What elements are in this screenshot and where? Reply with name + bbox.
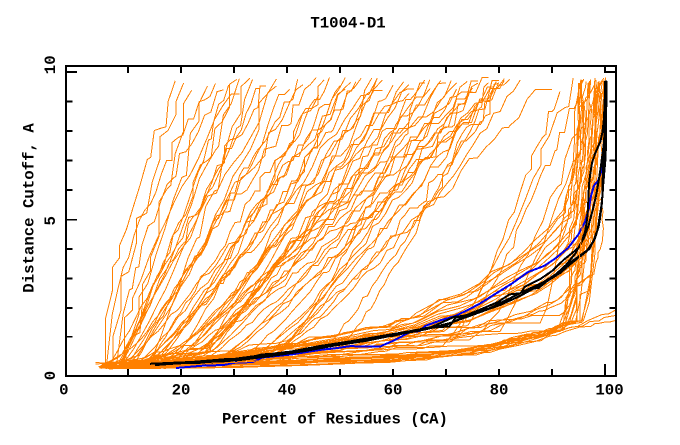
svg-text:T1004-D1: T1004-D1 [310, 15, 385, 33]
svg-text:40: 40 [278, 382, 297, 400]
svg-text:10: 10 [42, 55, 60, 74]
svg-text:60: 60 [384, 382, 403, 400]
svg-text:20: 20 [172, 382, 191, 400]
svg-text:100: 100 [595, 382, 623, 400]
svg-text:5: 5 [42, 216, 60, 225]
svg-text:Percent of Residues (CA): Percent of Residues (CA) [222, 411, 448, 429]
svg-text:0: 0 [59, 382, 68, 400]
svg-text:80: 80 [490, 382, 509, 400]
svg-text:0: 0 [42, 371, 60, 380]
svg-text:Distance Cutoff, A: Distance Cutoff, A [21, 123, 39, 293]
